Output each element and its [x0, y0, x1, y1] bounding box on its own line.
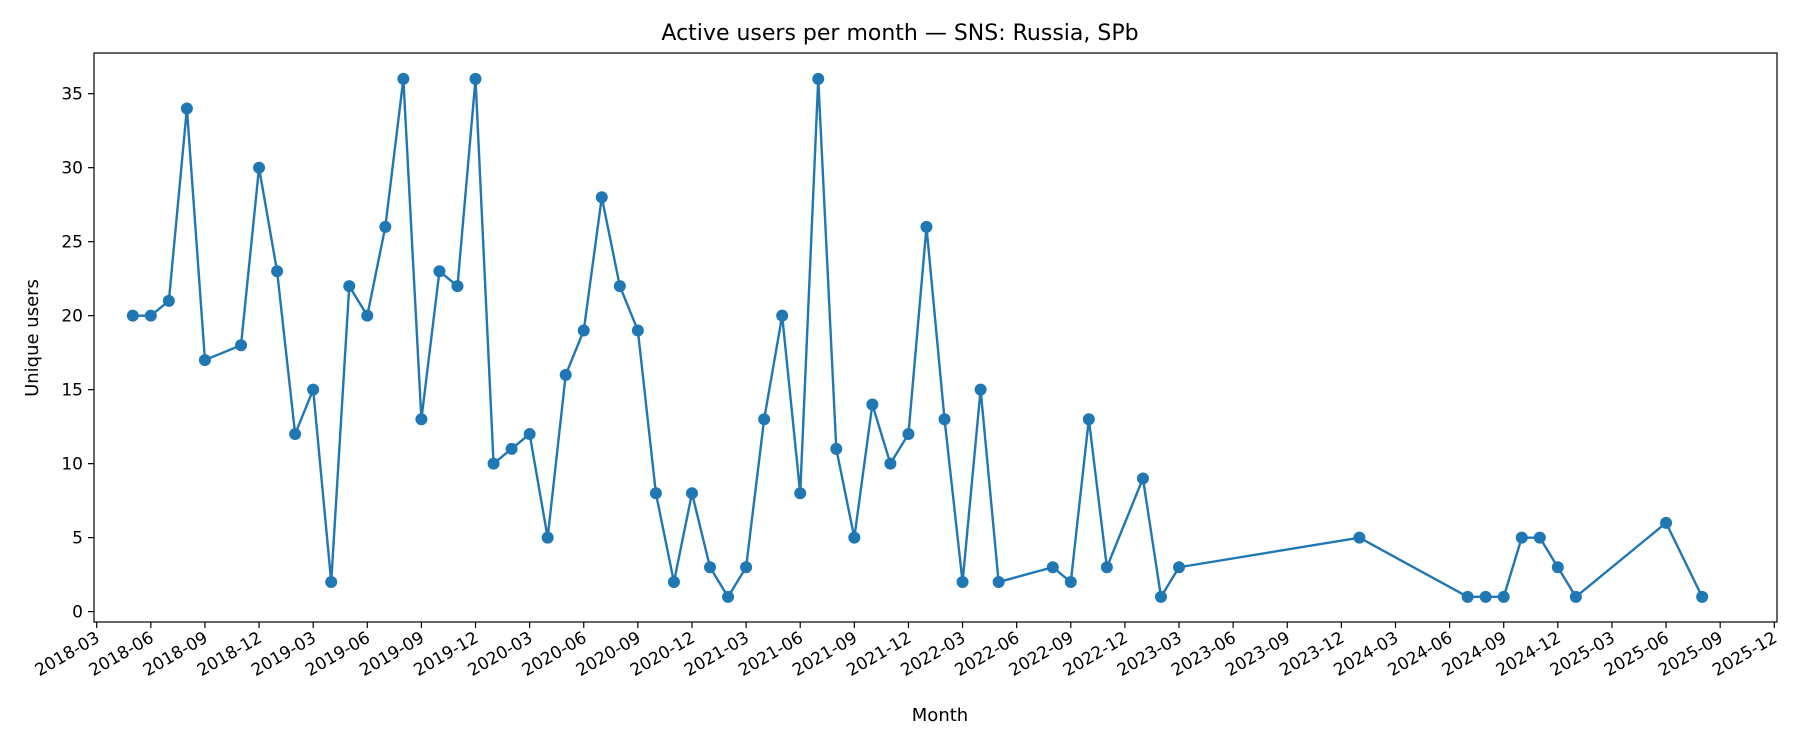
data-point [343, 280, 356, 293]
data-point [1082, 413, 1095, 426]
data-point [469, 72, 482, 85]
y-tick-label: 0 [72, 603, 83, 623]
data-point [397, 72, 410, 85]
plot-area: 051015202530352018-032018-062018-092018-… [32, 52, 1781, 681]
data-point [180, 102, 193, 115]
data-point [938, 413, 951, 426]
data-point [126, 309, 139, 322]
data-point [722, 590, 735, 603]
data-point [1154, 590, 1167, 603]
data-point [1100, 561, 1113, 574]
data-point [289, 428, 302, 441]
data-point [1660, 516, 1673, 529]
series-line [132, 77, 1704, 599]
data-point [325, 576, 338, 589]
data-point [379, 220, 392, 233]
data-point [1497, 590, 1510, 603]
data-point [577, 324, 590, 337]
data-point [1551, 561, 1564, 574]
data-point [740, 561, 753, 574]
data-point [920, 220, 933, 233]
data-point [271, 265, 284, 278]
data-point [307, 383, 320, 396]
y-tick-label: 30 [61, 159, 83, 179]
data-point [758, 413, 771, 426]
data-point [1173, 561, 1186, 574]
y-tick-label: 20 [61, 307, 83, 327]
data-point [162, 294, 175, 307]
data-point [1479, 590, 1492, 603]
data-point [956, 576, 969, 589]
data-point [541, 531, 554, 544]
data-point [848, 531, 861, 544]
plot-frame [93, 52, 1778, 623]
data-point [902, 428, 915, 441]
data-point [1515, 531, 1528, 544]
data-point [1136, 472, 1149, 485]
data-point [1353, 531, 1366, 544]
data-point [992, 576, 1005, 589]
data-point [1461, 590, 1474, 603]
data-point [1696, 590, 1709, 603]
data-point [361, 309, 374, 322]
data-point [1569, 590, 1582, 603]
data-point [794, 487, 807, 500]
data-point [144, 309, 157, 322]
y-tick-label: 10 [61, 455, 83, 475]
data-point [1064, 576, 1077, 589]
data-point [253, 161, 266, 174]
data-point [776, 309, 789, 322]
data-point [559, 368, 572, 381]
data-point [613, 280, 626, 293]
data-point [487, 457, 500, 470]
y-tick-label: 25 [61, 233, 83, 253]
data-point [1533, 531, 1546, 544]
y-tick-label: 35 [61, 85, 83, 105]
data-point [812, 72, 825, 85]
data-point [685, 487, 698, 500]
data-point [866, 398, 879, 411]
data-point [830, 442, 843, 455]
data-point [433, 265, 446, 278]
data-point [198, 354, 211, 367]
data-point [415, 413, 428, 426]
data-point [704, 561, 717, 574]
data-point [974, 383, 987, 396]
chart-title: Active users per month — SNS: Russia, SP… [661, 21, 1138, 46]
data-point [884, 457, 897, 470]
data-point [595, 191, 608, 204]
y-tick-label: 15 [61, 381, 83, 401]
x-axis-label: Month [912, 705, 968, 726]
data-point [1046, 561, 1059, 574]
data-point [235, 339, 248, 352]
data-point [505, 442, 518, 455]
data-point [523, 428, 536, 441]
y-tick-label: 5 [72, 529, 83, 549]
data-point [631, 324, 644, 337]
data-point [667, 576, 680, 589]
data-point [649, 487, 662, 500]
data-point [451, 280, 464, 293]
y-axis-label: Unique users [22, 279, 43, 397]
